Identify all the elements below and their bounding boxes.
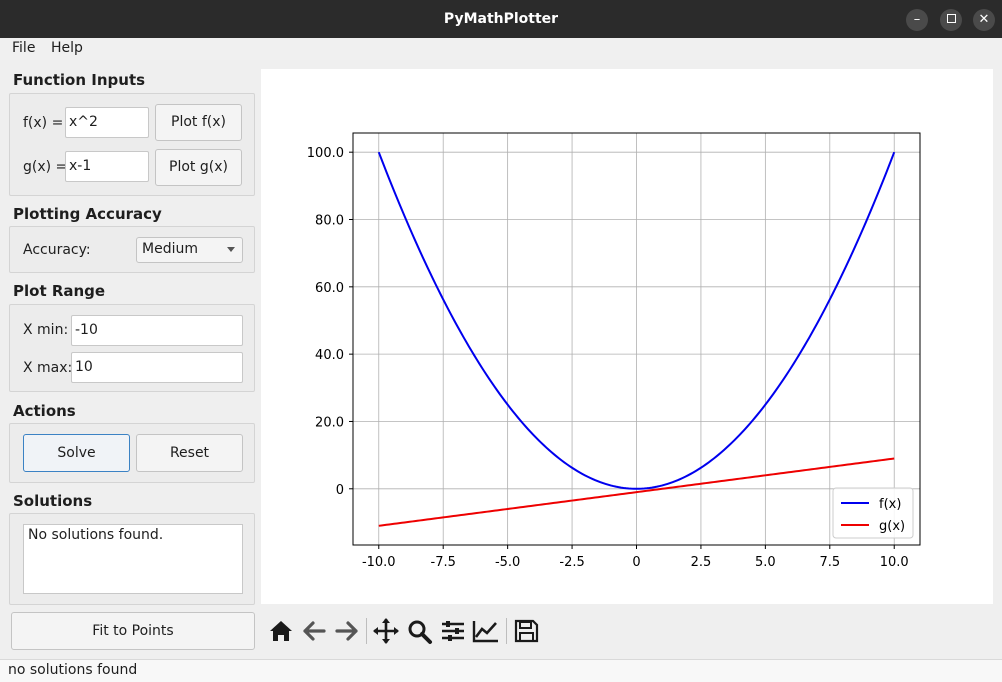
chevron-down-icon [227, 247, 235, 252]
x-tick-label: 7.5 [819, 555, 840, 570]
xmax-label: X max: [23, 360, 73, 376]
accuracy-heading: Plotting Accuracy [13, 205, 162, 223]
accuracy-group: Accuracy: Medium [9, 226, 255, 273]
maximize-button[interactable] [940, 9, 962, 31]
minimize-icon: – [913, 12, 921, 27]
x-tick-label: 0 [632, 555, 640, 570]
f-input[interactable]: x^2 [65, 107, 149, 138]
function-inputs-heading: Function Inputs [13, 71, 146, 89]
status-bar: no solutions found [0, 659, 1002, 682]
title-bar: PyMathPlotter – ✕ [0, 0, 1002, 38]
g-input[interactable]: x-1 [65, 151, 149, 182]
pan-icon[interactable] [371, 614, 401, 648]
series-line-g [378, 457, 895, 527]
navigation-toolbar [266, 614, 566, 648]
x-tick-label: -2.5 [559, 555, 584, 570]
reset-button[interactable]: Reset [136, 434, 243, 472]
window-title: PyMathPlotter [443, 11, 559, 27]
toolbar-separator [506, 618, 507, 644]
ticks: -10.0 -7.5 -5.0 -2.5 0 2.5 5.0 7.5 10.0 0 20.0 40.0… [307, 146, 909, 570]
fit-to-points-button[interactable]: Fit to Points [11, 612, 255, 650]
maximize-icon [946, 14, 956, 23]
menu-bar: File Help [0, 38, 1002, 60]
xmin-input[interactable]: -10 [71, 315, 243, 346]
sidebar: Function Inputs f(x) = x^2 Plot f(x) g(x… [0, 60, 260, 656]
y-tick-label: 0 [336, 483, 344, 498]
plot-canvas[interactable]: -10.0 -7.5 -5.0 -2.5 0 2.5 5.0 7.5 10.0 0 20.0 40.0… [261, 69, 993, 604]
legend-label: f(x) [879, 497, 901, 512]
series-line-f [377, 151, 896, 490]
y-tick-label: 40.0 [315, 348, 344, 363]
legend-label: g(x) [879, 519, 905, 534]
menu-file[interactable]: File [12, 40, 36, 56]
zoom-icon[interactable] [405, 614, 435, 648]
solutions-heading: Solutions [13, 492, 93, 510]
f-label: f(x) = [23, 115, 64, 131]
close-button[interactable]: ✕ [973, 9, 995, 31]
y-tick-label: 80.0 [315, 214, 344, 229]
y-tick-label: 20.0 [315, 415, 344, 430]
legend: f(x) g(x) [832, 487, 914, 539]
configure-subplots-icon[interactable] [438, 614, 468, 648]
x-tick-label: -5.0 [495, 555, 520, 570]
plot-range-heading: Plot Range [13, 282, 106, 300]
plot-f-button[interactable]: Plot f(x) [155, 104, 242, 141]
line-chart: -10.0 -7.5 -5.0 -2.5 0 2.5 5.0 7.5 10.0 0 20.0 40.0… [307, 132, 921, 570]
close-icon: ✕ [978, 12, 990, 27]
home-icon[interactable] [266, 614, 296, 648]
x-tick-label: 2.5 [691, 555, 712, 570]
menu-help[interactable]: Help [51, 40, 83, 56]
series-layer [377, 151, 896, 527]
plot-range-group: X min: -10 X max: 10 [9, 304, 255, 392]
x-tick-label: 10.0 [880, 555, 909, 570]
actions-group: Solve Reset [9, 423, 255, 483]
save-icon[interactable] [511, 614, 541, 648]
x-tick-label: -7.5 [431, 555, 456, 570]
toolbar-separator [366, 618, 367, 644]
xmin-label: X min: [23, 322, 69, 338]
y-tick-label: 60.0 [315, 281, 344, 296]
g-label: g(x) = [23, 159, 68, 175]
function-inputs-group: f(x) = x^2 Plot f(x) g(x) = x-1 Plot g(x… [9, 93, 255, 196]
accuracy-select[interactable]: Medium [136, 237, 243, 263]
back-arrow-icon[interactable] [299, 614, 329, 648]
forward-arrow-icon[interactable] [332, 614, 362, 648]
edit-axes-icon[interactable] [471, 614, 501, 648]
solutions-output[interactable]: No solutions found. [23, 524, 243, 594]
solutions-group: No solutions found. [9, 513, 255, 605]
grid [353, 133, 920, 545]
minimize-button[interactable]: – [906, 9, 928, 31]
accuracy-label: Accuracy: [23, 242, 91, 258]
status-text: no solutions found [8, 662, 138, 678]
plot-g-button[interactable]: Plot g(x) [155, 149, 242, 186]
accuracy-selected: Medium [142, 241, 198, 257]
solve-button[interactable]: Solve [23, 434, 130, 472]
actions-heading: Actions [13, 402, 76, 420]
x-tick-label: -10.0 [362, 555, 396, 570]
x-tick-label: 5.0 [755, 555, 776, 570]
y-tick-label: 100.0 [307, 146, 344, 161]
xmax-input[interactable]: 10 [71, 352, 243, 383]
